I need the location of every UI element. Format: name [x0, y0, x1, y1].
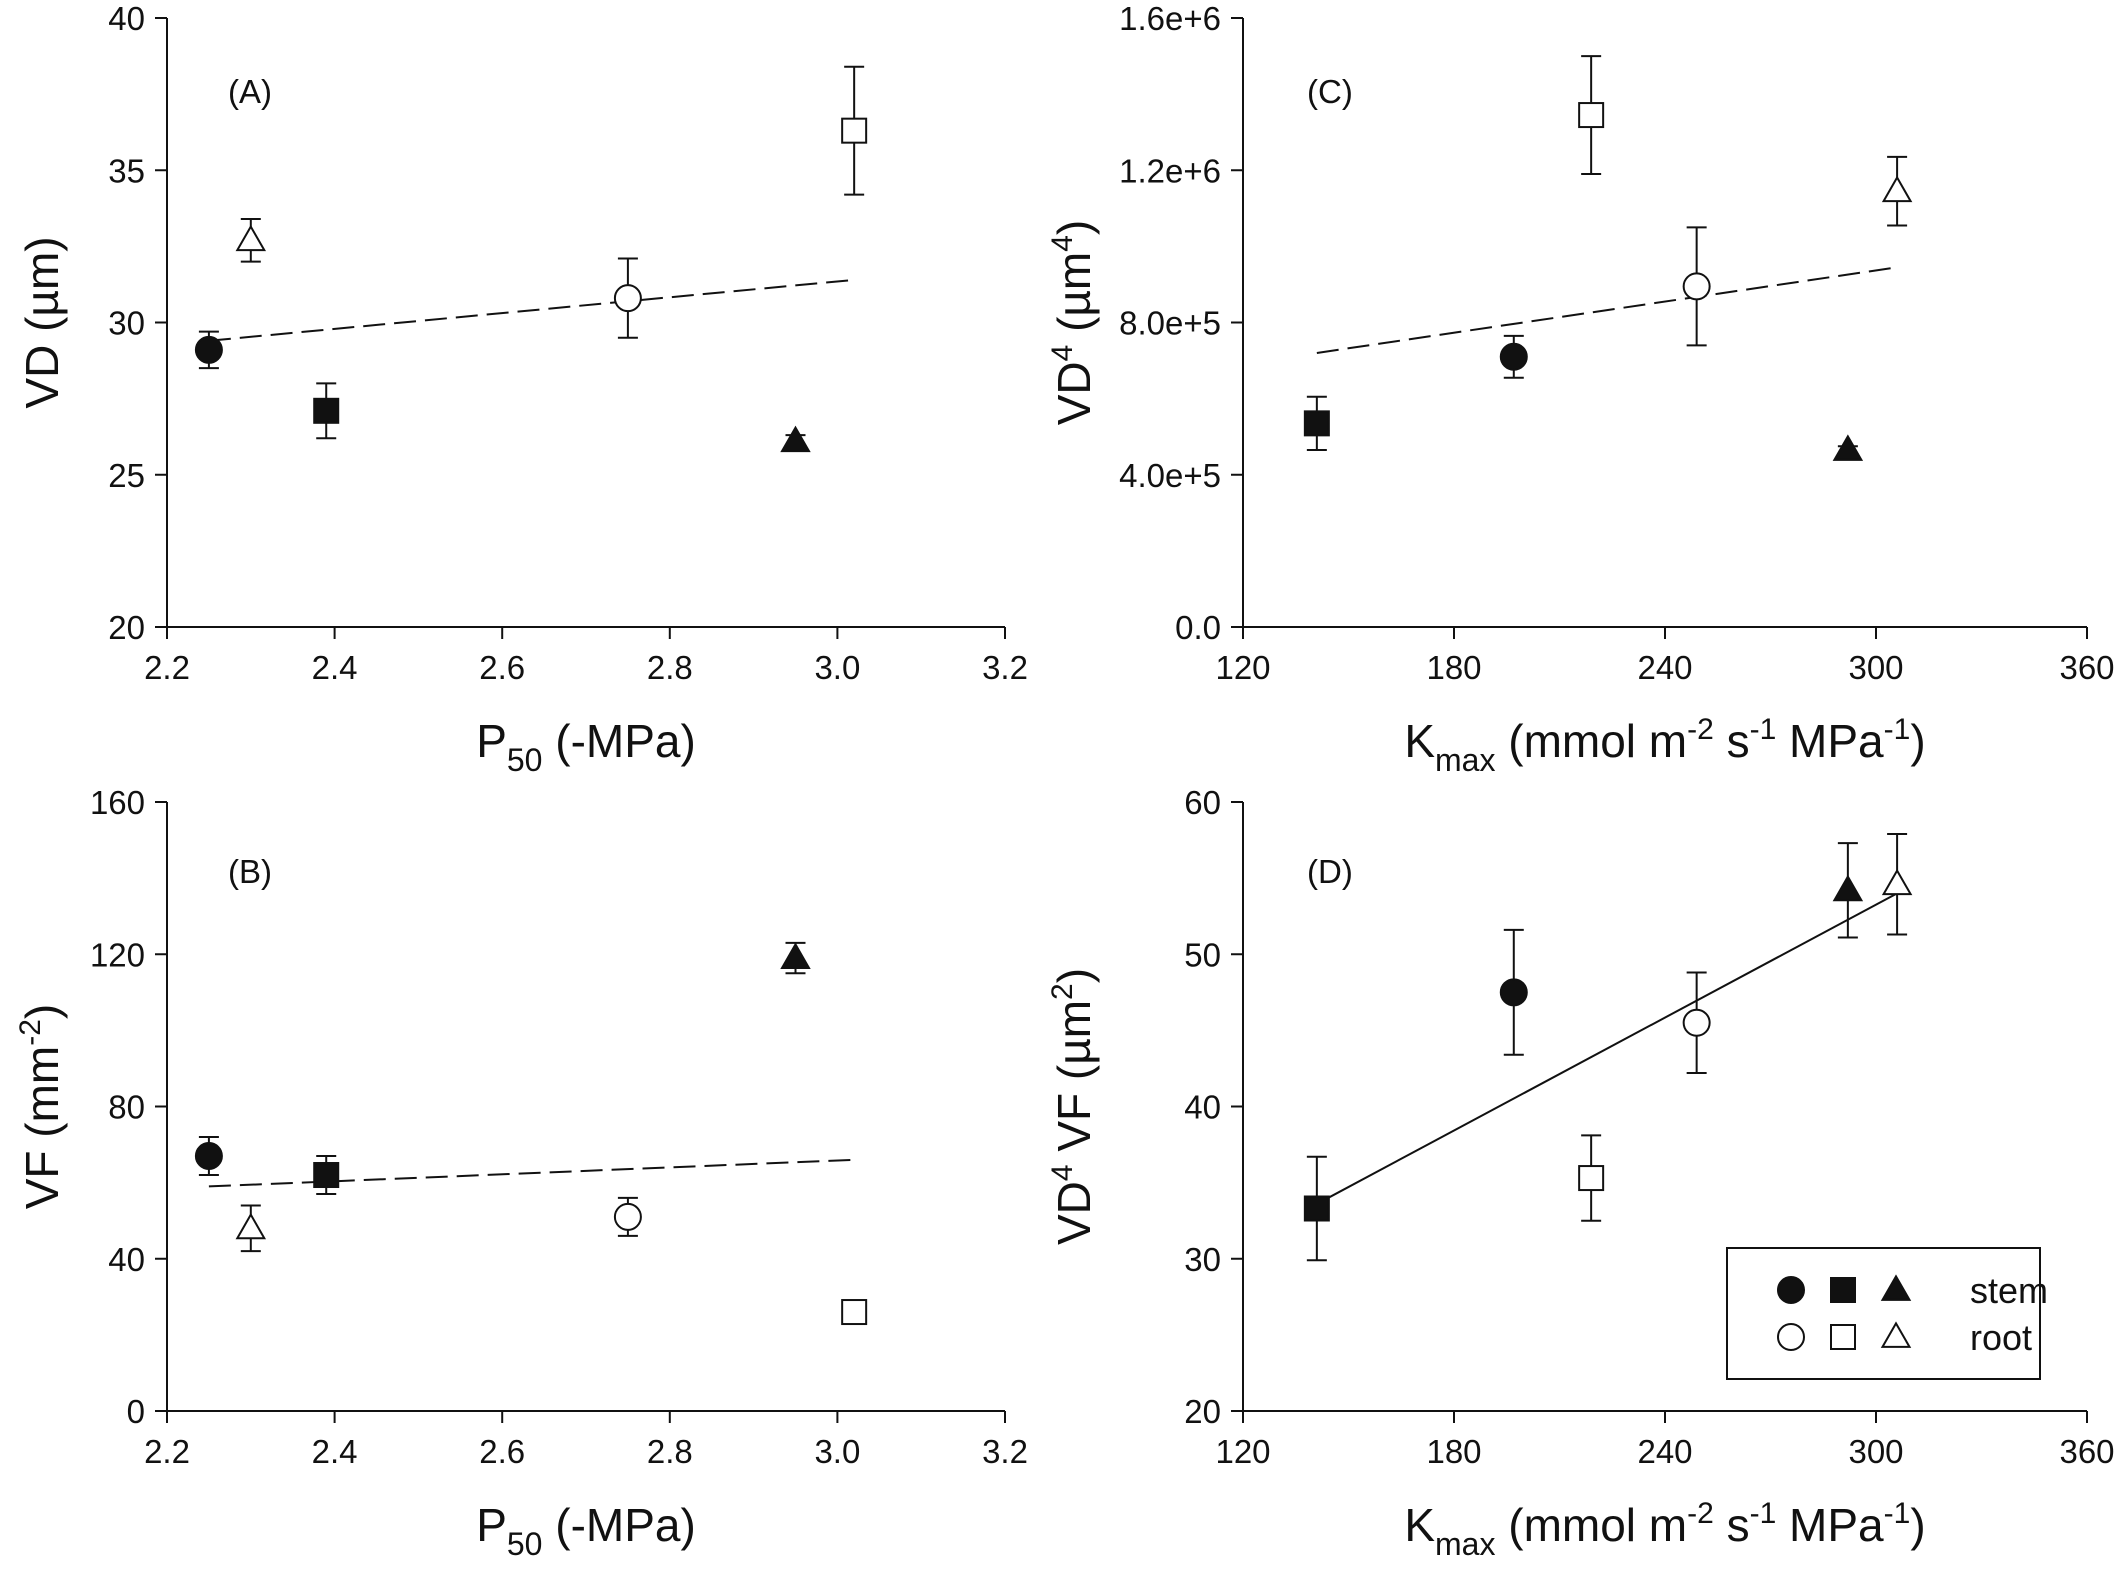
root-circle-point: [1682, 272, 1711, 301]
y-tick-label: 25: [108, 457, 145, 494]
x-axis-label: Kmax (mmol m-2 s-1 MPa-1): [1404, 713, 1925, 778]
x-tick-label: 240: [1637, 649, 1692, 686]
panel-b: 2.2 2.4 2.6 2.8 3.0 3.2 0 40 80 120 160 P50 (-MPa) V…: [14, 784, 1028, 1562]
panel-letter: (B): [228, 853, 272, 890]
x-tick-label: 2.4: [312, 649, 358, 686]
stem-circle-point: [194, 335, 223, 364]
x-tick-label: 2.6: [479, 649, 525, 686]
x-tick-label: 3.2: [982, 649, 1028, 686]
x-tick-label: 2.2: [144, 649, 190, 686]
y-tick-label: 35: [108, 152, 145, 189]
legend-label-root: root: [1970, 1317, 2032, 1358]
stem-circle-point: [194, 1141, 223, 1170]
y-tick-label: 60: [1184, 784, 1221, 821]
trendline: [1316, 892, 1898, 1205]
x-tick-label: 180: [1426, 1433, 1481, 1470]
y-tick-label: 20: [1184, 1393, 1221, 1430]
y-axis-label: VD4 VF (µm2): [1046, 968, 1100, 1245]
stem-square-point: [313, 1162, 340, 1189]
x-tick-label: 2.4: [312, 1433, 358, 1470]
legend-square-marker: [1830, 1324, 1856, 1350]
root-circle-point: [613, 1202, 642, 1231]
root-circle-point: [1682, 1008, 1711, 1037]
x-tick-label: 360: [2059, 1433, 2114, 1470]
y-tick-label: 50: [1184, 936, 1221, 973]
stem-square-point: [313, 397, 340, 424]
y-tick-label: 8.0e+5: [1119, 305, 1221, 342]
y-tick-label: 20: [108, 609, 145, 646]
y-tick-label: 40: [1184, 1089, 1221, 1126]
root-square-point: [1578, 1165, 1605, 1192]
panel-d: 120 180 240 300 360 20 30 40 50 60 Kmax (mmol m-2 …: [1046, 784, 2115, 1562]
x-tick-label: 120: [1215, 649, 1270, 686]
root-square-point: [841, 1299, 868, 1326]
y-axis-label: VF (mm-2): [14, 1004, 68, 1210]
trendline: [1316, 266, 1898, 354]
x-axis-label: Kmax (mmol m-2 s-1 MPa-1): [1404, 1497, 1925, 1562]
x-tick-label: 2.8: [647, 649, 693, 686]
y-tick-label: 120: [90, 936, 145, 973]
y-tick-label: 4.0e+5: [1119, 457, 1221, 494]
y-tick-label: 40: [108, 0, 145, 37]
x-axis-label: P50 (-MPa): [476, 715, 696, 778]
x-tick-label: 3.0: [814, 1433, 860, 1470]
x-tick-label: 240: [1637, 1433, 1692, 1470]
legend-label-stem: stem: [1970, 1270, 2048, 1311]
x-tick-label: 3.2: [982, 1433, 1028, 1470]
stem-square-point: [1303, 410, 1330, 437]
root-square-point: [1578, 102, 1605, 129]
x-tick-label: 180: [1426, 649, 1481, 686]
root-triangle-point: [1881, 868, 1913, 896]
x-tick-label: 300: [1848, 1433, 1903, 1470]
panel-letter: (D): [1307, 853, 1353, 890]
legend-square-marker: [1830, 1277, 1856, 1303]
panel-letter: (C): [1307, 73, 1353, 110]
stem-triangle-point: [780, 942, 811, 969]
x-tick-label: 2.2: [144, 1433, 190, 1470]
x-tick-label: 2.6: [479, 1433, 525, 1470]
y-tick-label: 80: [108, 1089, 145, 1126]
y-tick-label: 40: [108, 1241, 145, 1278]
stem-triangle-point: [1832, 434, 1864, 461]
stem-square-point: [1303, 1195, 1330, 1222]
y-tick-label: 1.2e+6: [1119, 152, 1221, 189]
legend-box: [1726, 1247, 2041, 1380]
x-tick-label: 360: [2059, 649, 2114, 686]
panel-letter: (A): [228, 73, 272, 110]
legend-triangle-marker: [1880, 1274, 1912, 1301]
stem-circle-point: [1499, 342, 1528, 371]
x-axis-label: P50 (-MPa): [476, 1499, 696, 1562]
root-circle-point: [613, 284, 642, 313]
y-tick-label: 160: [90, 784, 145, 821]
y-tick-label: 30: [108, 305, 145, 342]
legend-triangle-marker: [1880, 1321, 1912, 1348]
stem-triangle-point: [780, 425, 811, 453]
legend-circle-marker: [1777, 1276, 1805, 1304]
y-axis-label: VD (µm): [16, 236, 68, 408]
x-tick-label: 120: [1215, 1433, 1270, 1470]
y-tick-label: 0: [127, 1393, 145, 1430]
y-axis-label: VD4 (µm4): [1046, 220, 1100, 426]
x-tick-label: 3.0: [814, 649, 860, 686]
legend-circle-marker: [1777, 1323, 1805, 1351]
x-tick-label: 300: [1848, 649, 1903, 686]
legend: stem root: [1726, 1247, 2048, 1380]
panel-c: 120 180 240 300 360 0.0 4.0e+5 8.0e+5 1.2e+6 1.6e…: [1046, 0, 2115, 778]
y-tick-label: 30: [1184, 1241, 1221, 1278]
y-tick-label: 1.6e+6: [1119, 0, 1221, 37]
root-triangle-point: [1881, 175, 1913, 203]
root-triangle-point: [235, 224, 267, 252]
trendline: [208, 1158, 855, 1188]
trendline: [208, 278, 855, 342]
root-triangle-point: [235, 1212, 267, 1240]
stem-circle-point: [1499, 978, 1528, 1007]
root-square-point: [841, 117, 868, 144]
x-tick-label: 2.8: [647, 1433, 693, 1470]
panel-a: 2.2 2.4 2.6 2.8 3.0 3.2 20 25 30 35 40 P50 (-MPa) VD…: [16, 0, 1028, 778]
stem-triangle-point: [1832, 874, 1864, 902]
y-tick-label: 0.0: [1175, 609, 1221, 646]
